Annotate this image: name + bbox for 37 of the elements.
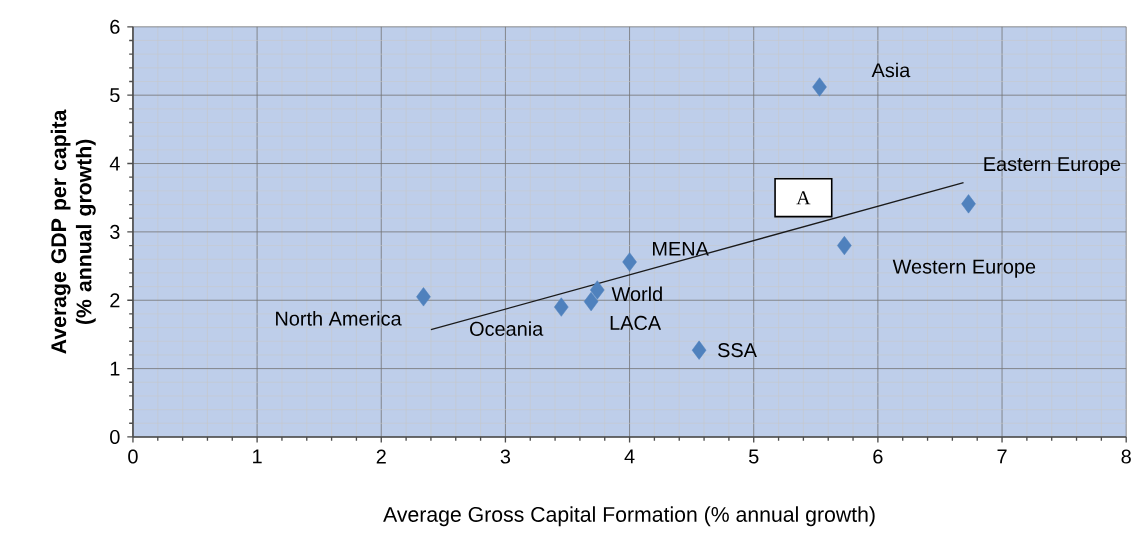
point [583,292,599,312]
series-label: LACA [610,315,662,330]
point [590,280,605,300]
x-tick-label: 1 [253,449,262,464]
x-tick-label: 5 [748,449,759,464]
series-label: North America [276,311,402,326]
y-tick-label: 3 [110,224,120,239]
x-tick-label: 2 [376,449,386,464]
point [416,287,431,307]
annotation: A [796,191,811,205]
text: Asia [871,62,911,78]
x-tick-label: 0 [128,449,138,464]
text: Western Europe [892,259,1036,278]
y-axis-title: Average GDP per capita (% annual growth) [50,109,96,354]
series-label: World [611,286,662,302]
x-tick-label: 8 [1121,449,1131,464]
x-tick-label: 6 [873,449,883,464]
y-tick-label: 1 [110,361,120,376]
series-label: Oceania [470,321,544,336]
x-tick-label: 3 [500,449,511,464]
point [812,77,827,97]
point [837,236,852,256]
y-tick-label: 6 [110,19,120,34]
series-label: MENA [653,241,709,256]
x-axis-title: Average Gross Capital Formation (% annual growth) [383,506,875,527]
x-tick-label: 7 [997,449,1007,464]
x-tick-label: 4 [624,449,635,464]
y-tick-label: 5 [110,88,120,103]
point [622,252,637,272]
point [961,194,976,214]
y-tick-label: 4 [109,156,120,171]
y-tick-label: 0 [110,429,120,445]
point [554,297,569,317]
point [691,340,707,360]
series-label: SSA [718,343,757,358]
series-label: Eastern Europe [984,157,1121,176]
y-tick-label: 2 [110,293,120,308]
